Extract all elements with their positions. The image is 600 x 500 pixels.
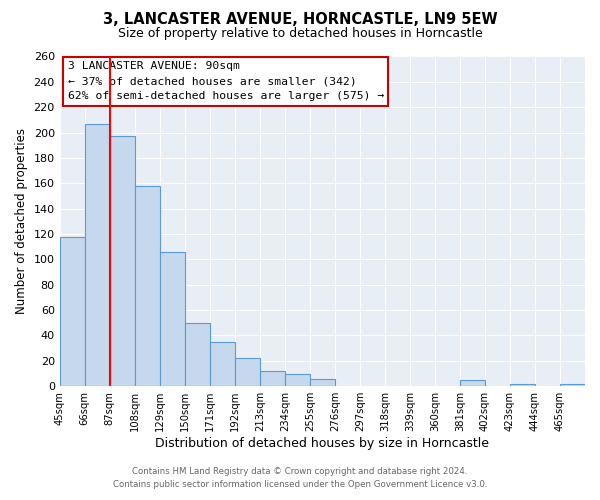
Text: 3, LANCASTER AVENUE, HORNCASTLE, LN9 5EW: 3, LANCASTER AVENUE, HORNCASTLE, LN9 5EW [103,12,497,28]
Bar [235,358,260,386]
Bar [260,371,285,386]
Bar [59,236,85,386]
Bar [285,374,310,386]
Bar [85,124,110,386]
Text: 3 LANCASTER AVENUE: 90sqm
← 37% of detached houses are smaller (342)
62% of semi: 3 LANCASTER AVENUE: 90sqm ← 37% of detac… [68,62,384,101]
Text: Size of property relative to detached houses in Horncastle: Size of property relative to detached ho… [118,28,482,40]
Bar [210,342,235,386]
Bar [560,384,585,386]
Bar [460,380,485,386]
Bar [160,252,185,386]
Bar [110,136,135,386]
X-axis label: Distribution of detached houses by size in Horncastle: Distribution of detached houses by size … [155,437,490,450]
Bar [185,323,210,386]
Bar [510,384,535,386]
Text: Contains HM Land Registry data © Crown copyright and database right 2024.
Contai: Contains HM Land Registry data © Crown c… [113,468,487,489]
Y-axis label: Number of detached properties: Number of detached properties [15,128,28,314]
Bar [135,186,160,386]
Bar [310,378,335,386]
